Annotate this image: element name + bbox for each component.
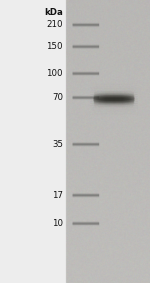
Ellipse shape: [94, 103, 134, 104]
FancyBboxPatch shape: [73, 224, 99, 226]
Ellipse shape: [93, 99, 135, 100]
FancyBboxPatch shape: [73, 45, 99, 46]
FancyBboxPatch shape: [73, 96, 99, 97]
Ellipse shape: [90, 95, 138, 98]
Ellipse shape: [93, 95, 135, 96]
FancyBboxPatch shape: [73, 222, 99, 223]
FancyBboxPatch shape: [73, 223, 99, 224]
FancyBboxPatch shape: [73, 73, 99, 74]
FancyBboxPatch shape: [73, 98, 99, 100]
FancyBboxPatch shape: [73, 72, 99, 73]
FancyBboxPatch shape: [73, 25, 99, 26]
Text: 10: 10: [52, 219, 63, 228]
FancyBboxPatch shape: [73, 26, 99, 27]
Ellipse shape: [90, 97, 138, 99]
Ellipse shape: [90, 104, 138, 106]
FancyBboxPatch shape: [73, 24, 99, 25]
Ellipse shape: [93, 95, 135, 97]
Ellipse shape: [94, 93, 134, 94]
FancyBboxPatch shape: [73, 196, 99, 197]
FancyBboxPatch shape: [73, 224, 99, 225]
Ellipse shape: [94, 105, 134, 106]
Ellipse shape: [93, 97, 135, 98]
FancyBboxPatch shape: [73, 145, 99, 146]
FancyBboxPatch shape: [73, 72, 99, 73]
FancyBboxPatch shape: [73, 97, 99, 98]
Ellipse shape: [93, 100, 135, 101]
Text: 150: 150: [46, 42, 63, 51]
Ellipse shape: [93, 100, 135, 101]
FancyBboxPatch shape: [73, 23, 99, 24]
FancyBboxPatch shape: [73, 222, 99, 223]
Ellipse shape: [94, 94, 134, 95]
Ellipse shape: [93, 96, 135, 97]
FancyBboxPatch shape: [73, 97, 99, 98]
FancyBboxPatch shape: [73, 46, 99, 48]
Ellipse shape: [93, 96, 135, 97]
Ellipse shape: [90, 99, 138, 101]
Ellipse shape: [93, 101, 135, 102]
Ellipse shape: [94, 94, 134, 95]
FancyBboxPatch shape: [73, 98, 99, 99]
Text: 70: 70: [52, 93, 63, 102]
FancyBboxPatch shape: [73, 25, 99, 26]
Text: 35: 35: [52, 140, 63, 149]
Ellipse shape: [93, 101, 135, 102]
Text: 100: 100: [46, 69, 63, 78]
FancyBboxPatch shape: [73, 194, 99, 195]
FancyBboxPatch shape: [73, 74, 99, 76]
Ellipse shape: [90, 102, 138, 105]
FancyBboxPatch shape: [73, 193, 99, 194]
FancyBboxPatch shape: [73, 96, 99, 97]
Ellipse shape: [90, 93, 138, 96]
FancyBboxPatch shape: [73, 144, 99, 145]
FancyBboxPatch shape: [73, 45, 99, 46]
Ellipse shape: [93, 102, 135, 104]
Ellipse shape: [94, 93, 134, 94]
FancyBboxPatch shape: [73, 145, 99, 146]
FancyBboxPatch shape: [73, 195, 99, 196]
FancyBboxPatch shape: [73, 143, 99, 144]
Ellipse shape: [90, 92, 138, 94]
Text: 210: 210: [46, 20, 63, 29]
FancyBboxPatch shape: [73, 48, 99, 49]
Ellipse shape: [93, 102, 135, 103]
Ellipse shape: [93, 99, 135, 100]
FancyBboxPatch shape: [73, 194, 99, 196]
FancyBboxPatch shape: [73, 73, 99, 74]
Ellipse shape: [93, 102, 135, 103]
FancyBboxPatch shape: [73, 196, 99, 197]
FancyBboxPatch shape: [73, 74, 99, 75]
Ellipse shape: [93, 95, 135, 96]
FancyBboxPatch shape: [73, 47, 99, 48]
Ellipse shape: [93, 98, 135, 99]
Ellipse shape: [90, 100, 138, 103]
Text: kDa: kDa: [44, 8, 63, 17]
Ellipse shape: [94, 104, 134, 105]
FancyBboxPatch shape: [73, 23, 99, 25]
Ellipse shape: [94, 104, 134, 105]
FancyBboxPatch shape: [73, 223, 99, 224]
FancyBboxPatch shape: [73, 142, 99, 143]
Ellipse shape: [93, 97, 135, 98]
Text: 17: 17: [52, 191, 63, 200]
Ellipse shape: [94, 103, 134, 104]
FancyBboxPatch shape: [73, 46, 99, 47]
FancyBboxPatch shape: [73, 143, 99, 145]
Ellipse shape: [93, 98, 135, 99]
